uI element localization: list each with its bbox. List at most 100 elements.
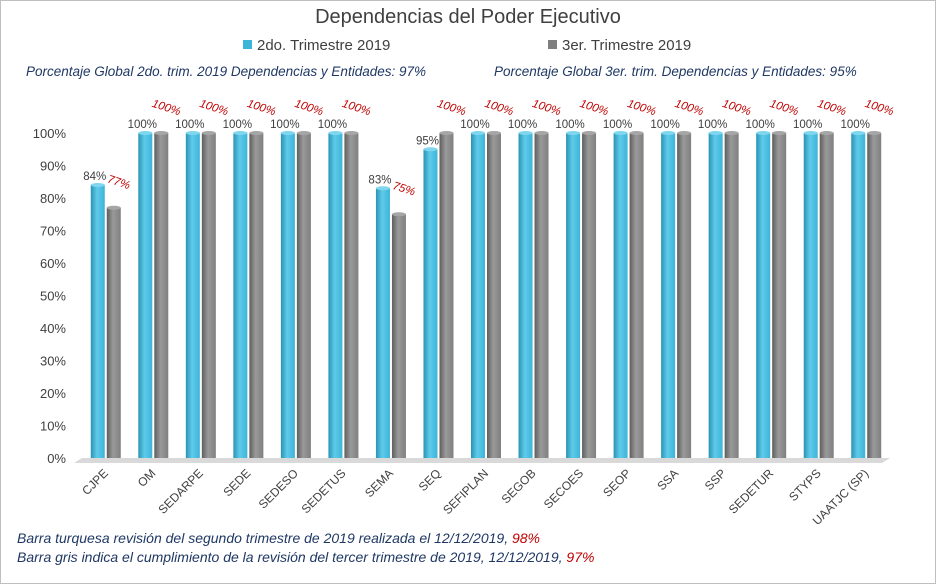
bar-series2-cap bbox=[582, 131, 597, 135]
data-label-series1: 100% bbox=[650, 119, 679, 131]
bar-series2-cap bbox=[391, 212, 406, 217]
data-label-series1: 100% bbox=[270, 119, 299, 131]
x-tick-label: OM bbox=[135, 466, 159, 490]
bar-series1 bbox=[375, 188, 390, 458]
bar-series2 bbox=[201, 133, 216, 458]
x-tick-label: SEDE bbox=[220, 466, 253, 499]
bar-series1 bbox=[328, 133, 343, 458]
data-label-series1: 95% bbox=[416, 135, 439, 147]
bar-series2 bbox=[867, 133, 882, 458]
x-tick-label: SEQ bbox=[416, 466, 444, 494]
data-label-series2: 100% bbox=[245, 98, 277, 119]
x-tick-label: SEGOB bbox=[499, 466, 539, 506]
data-label-series1: 100% bbox=[508, 119, 537, 131]
data-label-series1: 100% bbox=[698, 119, 727, 131]
bar-series1 bbox=[803, 133, 818, 458]
bar-series1-cap bbox=[185, 131, 200, 135]
footer-line-2-text: Barra gris indica el cumplimiento de la … bbox=[17, 549, 563, 565]
y-tick-label: 0% bbox=[47, 451, 66, 466]
footer-line-1-text: Barra turquesa revisión del segundo trim… bbox=[17, 530, 509, 546]
data-label-series1: 100% bbox=[841, 119, 870, 131]
bar-series1 bbox=[518, 133, 533, 458]
bar-series2-cap bbox=[344, 131, 359, 135]
legend-swatch-gray bbox=[548, 40, 557, 49]
bar-series2-cap bbox=[154, 131, 169, 135]
data-label-series2: 100% bbox=[673, 98, 705, 119]
bar-series1-cap bbox=[280, 131, 295, 135]
bar-series1-cap bbox=[756, 131, 771, 135]
data-label-series2: 100% bbox=[863, 98, 895, 119]
bar-series1-cap bbox=[90, 183, 105, 187]
bar-series1-cap bbox=[613, 131, 628, 135]
bar-series2-cap bbox=[629, 131, 644, 135]
bar-series2-cap bbox=[724, 131, 739, 135]
x-tick-label: SSA bbox=[654, 466, 681, 493]
legend-item-series-1: 2do. Trimestre 2019 bbox=[243, 37, 390, 54]
data-label-series1: 83% bbox=[368, 174, 391, 186]
footer-line-1: Barra turquesa revisión del segundo trim… bbox=[17, 530, 540, 546]
data-label-series1: 100% bbox=[555, 119, 584, 131]
data-label-series1: 100% bbox=[745, 119, 774, 131]
bar-series1-cap bbox=[566, 131, 581, 135]
bar-series1 bbox=[233, 133, 248, 458]
bar-series1-cap bbox=[375, 186, 390, 191]
x-tick-label: SEDARPE bbox=[155, 466, 205, 516]
bar-series2 bbox=[772, 133, 787, 458]
bar-series2-cap bbox=[201, 131, 216, 135]
y-tick-label: 40% bbox=[40, 321, 66, 336]
footer-line-1-value: 98% bbox=[511, 530, 541, 546]
x-tick-label: SEDETUR bbox=[726, 466, 777, 517]
global-percentage-note-3er: Porcentaje Global 3er. trim. Dependencia… bbox=[494, 64, 857, 79]
bar-series2 bbox=[296, 133, 311, 458]
footer-line-2-value: 97% bbox=[566, 549, 595, 565]
legend-swatch-turquoise bbox=[243, 40, 252, 49]
data-label-series2: 100% bbox=[768, 98, 800, 119]
x-tick-label: SEDESO bbox=[256, 466, 301, 511]
data-label-series2: 100% bbox=[150, 98, 182, 119]
bar-series1-cap bbox=[708, 131, 723, 135]
bar-series1 bbox=[90, 185, 105, 458]
x-tick-label: CJPE bbox=[79, 466, 111, 498]
y-tick-label: 90% bbox=[40, 159, 66, 174]
bar-series1 bbox=[423, 149, 438, 458]
bar-series1 bbox=[471, 133, 485, 458]
x-tick-label: SEDETUS bbox=[299, 466, 349, 516]
bar-series1-cap bbox=[138, 131, 153, 135]
data-label-series1: 100% bbox=[460, 119, 489, 131]
x-tick-label: SECOES bbox=[541, 466, 586, 511]
bar-series2 bbox=[724, 133, 739, 458]
bar-series2 bbox=[344, 133, 359, 458]
bar-series1 bbox=[138, 133, 153, 458]
bar-series1 bbox=[613, 133, 628, 458]
data-label-series2: 100% bbox=[531, 98, 563, 119]
bar-series2 bbox=[582, 133, 597, 458]
bar-series2-cap bbox=[772, 131, 787, 135]
bar-series1-cap bbox=[803, 131, 818, 135]
y-tick-label: 30% bbox=[40, 354, 66, 369]
bar-series1 bbox=[280, 133, 295, 458]
bar-series2 bbox=[677, 133, 692, 458]
bar-series1-cap bbox=[471, 131, 485, 135]
bar-series2-cap bbox=[487, 131, 501, 135]
legend-label-series-2: 3er. Trimestre 2019 bbox=[562, 37, 692, 54]
bar-series2-cap bbox=[106, 205, 121, 210]
y-tick-label: 80% bbox=[40, 191, 66, 206]
data-label-series1: 100% bbox=[175, 119, 204, 131]
data-label-series2: 100% bbox=[578, 98, 610, 119]
bar-series1-cap bbox=[233, 131, 248, 135]
data-label-series1: 100% bbox=[318, 119, 347, 131]
bar-series2 bbox=[249, 133, 264, 458]
bar-series1 bbox=[185, 133, 200, 458]
data-label-series1: 100% bbox=[793, 119, 822, 131]
bar-series1 bbox=[661, 133, 676, 458]
bar-series2-cap bbox=[439, 131, 454, 135]
data-label-series1: 100% bbox=[128, 119, 157, 131]
chart-floor bbox=[74, 458, 890, 463]
y-tick-label: 60% bbox=[40, 256, 66, 271]
bar-series2-cap bbox=[296, 131, 311, 135]
bar-series1 bbox=[708, 133, 723, 458]
bar-series1 bbox=[756, 133, 771, 458]
bar-series1-cap bbox=[328, 131, 343, 135]
x-tick-label: SEOP bbox=[600, 466, 633, 499]
